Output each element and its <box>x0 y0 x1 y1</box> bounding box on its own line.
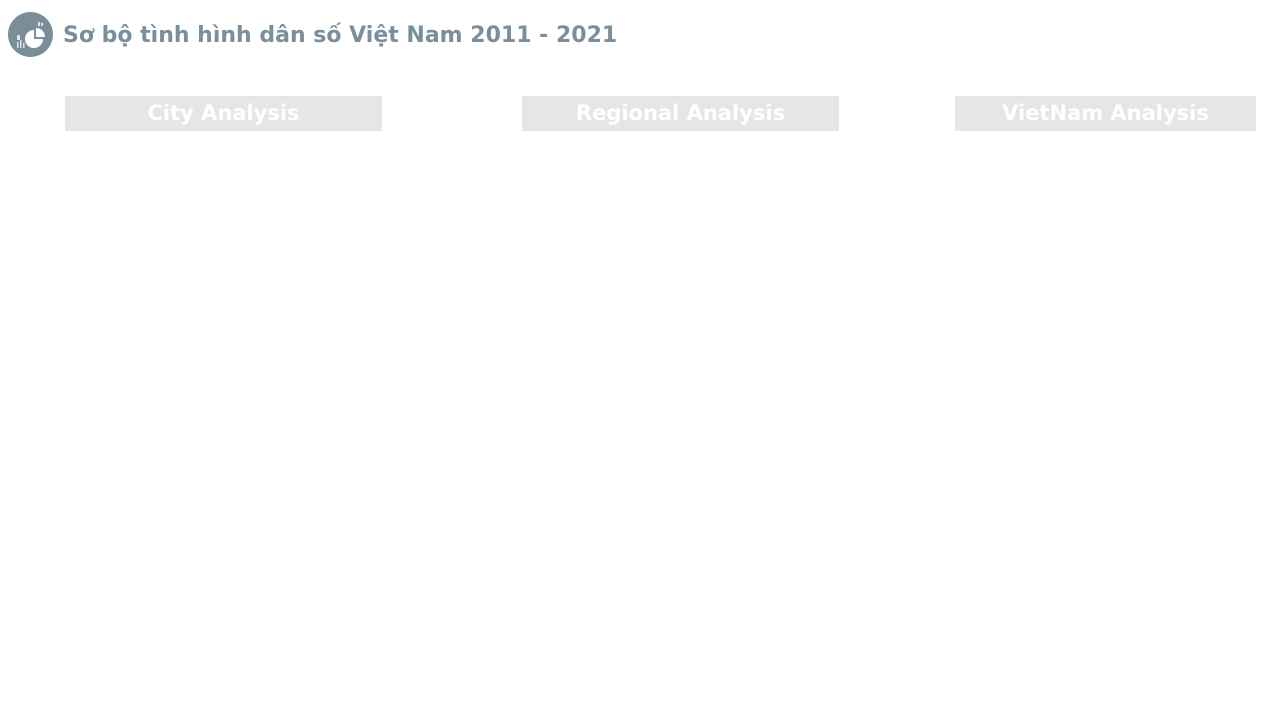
regional-analysis-button[interactable]: Regional Analysis <box>522 96 839 131</box>
city-analysis-button[interactable]: City Analysis <box>65 96 382 131</box>
chart-pie-icon <box>8 12 53 57</box>
page-header: Sơ bộ tình hình dân số Việt Nam 2011 - 2… <box>8 12 617 57</box>
page-title: Sơ bộ tình hình dân số Việt Nam 2011 - 2… <box>63 22 618 48</box>
vietnam-analysis-button[interactable]: VietNam Analysis <box>955 96 1256 131</box>
